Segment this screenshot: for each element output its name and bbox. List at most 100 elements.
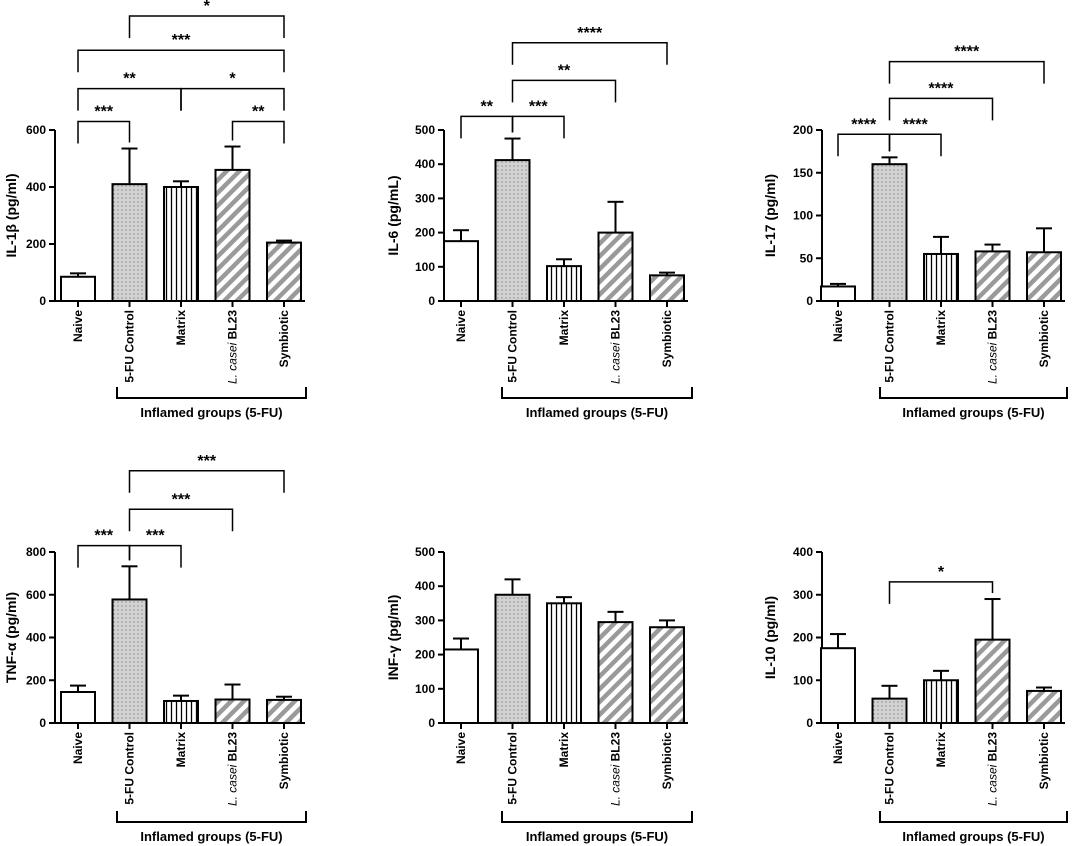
y-tick-label: 300 — [415, 613, 435, 627]
significance-label: **** — [929, 80, 955, 97]
category-label-rest: BL23 — [226, 732, 240, 765]
y-tick-label: 50 — [800, 251, 814, 265]
category-label-italic: L. casei — [609, 342, 623, 384]
bar-4 — [214, 698, 251, 724]
significance-label: *** — [94, 103, 113, 120]
y-tick-label: 100 — [793, 673, 813, 687]
bar-2 — [111, 598, 148, 725]
bar-2 — [871, 163, 908, 302]
category-label-rest: BL23 — [986, 310, 1000, 343]
significance-bracket — [128, 544, 182, 568]
significance-bracket — [888, 60, 1045, 84]
category-label: Symbiotic — [1037, 310, 1051, 368]
bar-4 — [974, 638, 1011, 725]
significance-label: **** — [851, 116, 877, 133]
category-label: Naive — [831, 310, 845, 342]
y-tick-label: 800 — [26, 545, 46, 559]
significance-label: *** — [172, 491, 191, 508]
group-bracket — [879, 387, 1068, 399]
category-label: Naive — [454, 732, 468, 764]
y-tick-label: 200 — [26, 673, 46, 687]
bar-2 — [111, 183, 148, 302]
y-tick-label: 100 — [415, 682, 435, 696]
category-label: Matrix — [557, 732, 571, 768]
bar-5 — [1026, 251, 1062, 302]
y-tick-label: 0 — [428, 716, 435, 730]
significance-bracket — [888, 133, 942, 157]
category-label: Matrix — [934, 732, 948, 768]
y-tick-label: 600 — [26, 588, 46, 602]
significance-bracket — [128, 508, 234, 532]
significance-label: *** — [94, 528, 113, 545]
significance-bracket — [180, 87, 285, 111]
significance-bracket — [460, 115, 514, 139]
y-axis-label: IL-6 (pg/mL) — [385, 175, 401, 255]
bar-5 — [1026, 689, 1062, 724]
significance-label: * — [229, 71, 236, 88]
category-label: Symbiotic — [660, 732, 674, 790]
category-label-rest: BL23 — [609, 310, 623, 343]
y-tick-label: 400 — [793, 545, 813, 559]
y-tick-label: 0 — [39, 294, 46, 308]
category-label: Naive — [831, 732, 845, 764]
category-label: Naive — [71, 732, 85, 764]
category-label: 5-FU Control — [506, 732, 520, 805]
significance-label: *** — [529, 98, 548, 115]
category-label: Matrix — [174, 310, 188, 346]
y-tick-label: 600 — [26, 123, 46, 137]
bar-5 — [649, 274, 685, 303]
y-tick-label: 0 — [39, 716, 46, 730]
group-label: Inflamed groups (5-FU) — [140, 405, 282, 420]
y-tick-label: 400 — [415, 157, 435, 171]
group-bracket — [501, 387, 693, 399]
y-axis-label: IL-1β (pg/ml) — [3, 174, 19, 258]
y-tick-label: 0 — [806, 294, 813, 308]
bar-5 — [649, 626, 685, 724]
significance-label: **** — [954, 44, 980, 61]
category-label: Matrix — [557, 310, 571, 346]
category-label: L. casei BL23 — [986, 310, 1000, 384]
bar-2 — [494, 159, 531, 302]
bar-3 — [923, 679, 959, 724]
y-tick-label: 150 — [793, 166, 813, 180]
significance-label: *** — [172, 32, 191, 49]
y-tick-label: 200 — [793, 123, 813, 137]
significance-bracket — [888, 581, 994, 604]
category-label: 5-FU Control — [123, 310, 137, 383]
group-bracket — [879, 811, 1068, 823]
bar-3 — [546, 602, 582, 724]
significance-bracket — [837, 133, 891, 157]
bar-1 — [60, 275, 96, 302]
significance-bracket — [77, 120, 131, 144]
category-label: 5-FU Control — [123, 732, 137, 805]
group-label: Inflamed groups (5-FU) — [902, 405, 1044, 420]
group-bracket — [501, 811, 693, 823]
category-label-italic: L. casei — [609, 764, 623, 806]
category-label: Symbiotic — [660, 310, 674, 368]
category-label: L. casei BL23 — [986, 732, 1000, 806]
y-axis-label: INF-γ (pg/ml) — [385, 595, 401, 681]
bar-3 — [923, 252, 959, 303]
group-label: Inflamed groups (5-FU) — [526, 829, 668, 844]
category-label-italic: L. casei — [986, 342, 1000, 384]
category-label: Symbiotic — [277, 732, 291, 790]
group-bracket — [116, 811, 307, 823]
bar-3 — [546, 265, 582, 302]
category-label-italic: L. casei — [986, 764, 1000, 806]
y-tick-label: 0 — [806, 716, 813, 730]
chart-panel-4: 0 200 400 600 800 TNF-α (pg/ml) Naive 5-FU Cont… — [3, 453, 307, 844]
group-label: Inflamed groups (5-FU) — [140, 829, 282, 844]
bar-1 — [443, 240, 479, 302]
y-tick-label: 100 — [793, 209, 813, 223]
y-tick-label: 200 — [415, 648, 435, 662]
category-label: L. casei BL23 — [609, 310, 623, 384]
significance-bracket — [231, 120, 285, 144]
chart-panel-6: 0 100 200 300 400 IL-10 (pg/ml) Naive 5-FU Cont… — [762, 545, 1068, 844]
bar-4 — [597, 231, 634, 303]
category-label: 5-FU Control — [883, 310, 897, 383]
y-tick-label: 200 — [793, 631, 813, 645]
significance-bracket — [128, 15, 285, 38]
group-bracket — [116, 387, 307, 399]
category-label: Naive — [454, 310, 468, 342]
category-label-rest: BL23 — [609, 732, 623, 765]
